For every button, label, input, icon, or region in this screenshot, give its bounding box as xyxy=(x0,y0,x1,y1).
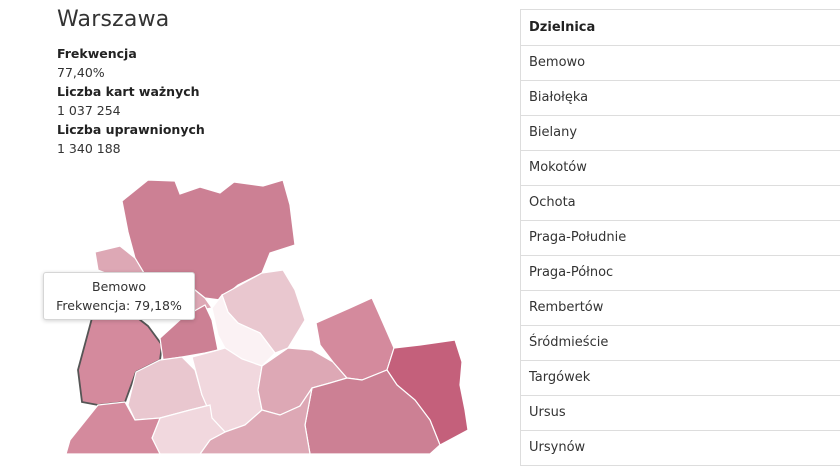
table-row[interactable]: Targówek xyxy=(521,360,840,395)
table-header-district[interactable]: Dzielnica xyxy=(529,20,596,35)
table-row[interactable]: Bielany xyxy=(521,115,840,150)
table-row[interactable]: Rembertów xyxy=(521,290,840,325)
stats-panel: Frekwencja 77,40% Liczba kart ważnych 1 … xyxy=(57,44,205,158)
map-svg xyxy=(65,179,469,454)
district-map xyxy=(0,160,500,454)
eligible-voters-value: 1 340 188 xyxy=(57,141,121,156)
valid-ballots-label: Liczba kart ważnych xyxy=(57,84,200,99)
tooltip-turnout: Frekwencja: 79,18% xyxy=(56,298,182,313)
city-title: Warszawa xyxy=(57,7,170,32)
turnout-value: 77,40% xyxy=(57,65,105,80)
table-row[interactable]: Praga-Południe xyxy=(521,220,840,255)
district-praga-polnoc[interactable] xyxy=(211,293,276,367)
tooltip-district-name: Bemowo xyxy=(92,279,146,294)
table-row[interactable]: Bemowo xyxy=(521,45,840,80)
map-tooltip: Bemowo Frekwencja: 79,18% xyxy=(43,272,195,320)
table-row[interactable]: Praga-Północ xyxy=(521,255,840,290)
district-wawer[interactable] xyxy=(304,369,441,454)
table-row[interactable]: Ursus xyxy=(521,395,840,430)
eligible-voters-label: Liczba uprawnionych xyxy=(57,122,205,137)
table-row[interactable]: Ochota xyxy=(521,185,840,220)
turnout-label: Frekwencja xyxy=(57,46,137,61)
table-row[interactable]: Ursynów xyxy=(521,430,840,465)
table-row[interactable]: Śródmieście xyxy=(521,325,840,360)
district-ursus[interactable] xyxy=(65,401,161,454)
table-row[interactable]: Mokotów xyxy=(521,150,840,185)
districts-table: Dzielnica Bemowo Białołęka Bielany Mokot… xyxy=(520,9,840,466)
table-row[interactable]: Białołęka xyxy=(521,80,840,115)
valid-ballots-value: 1 037 254 xyxy=(57,103,121,118)
